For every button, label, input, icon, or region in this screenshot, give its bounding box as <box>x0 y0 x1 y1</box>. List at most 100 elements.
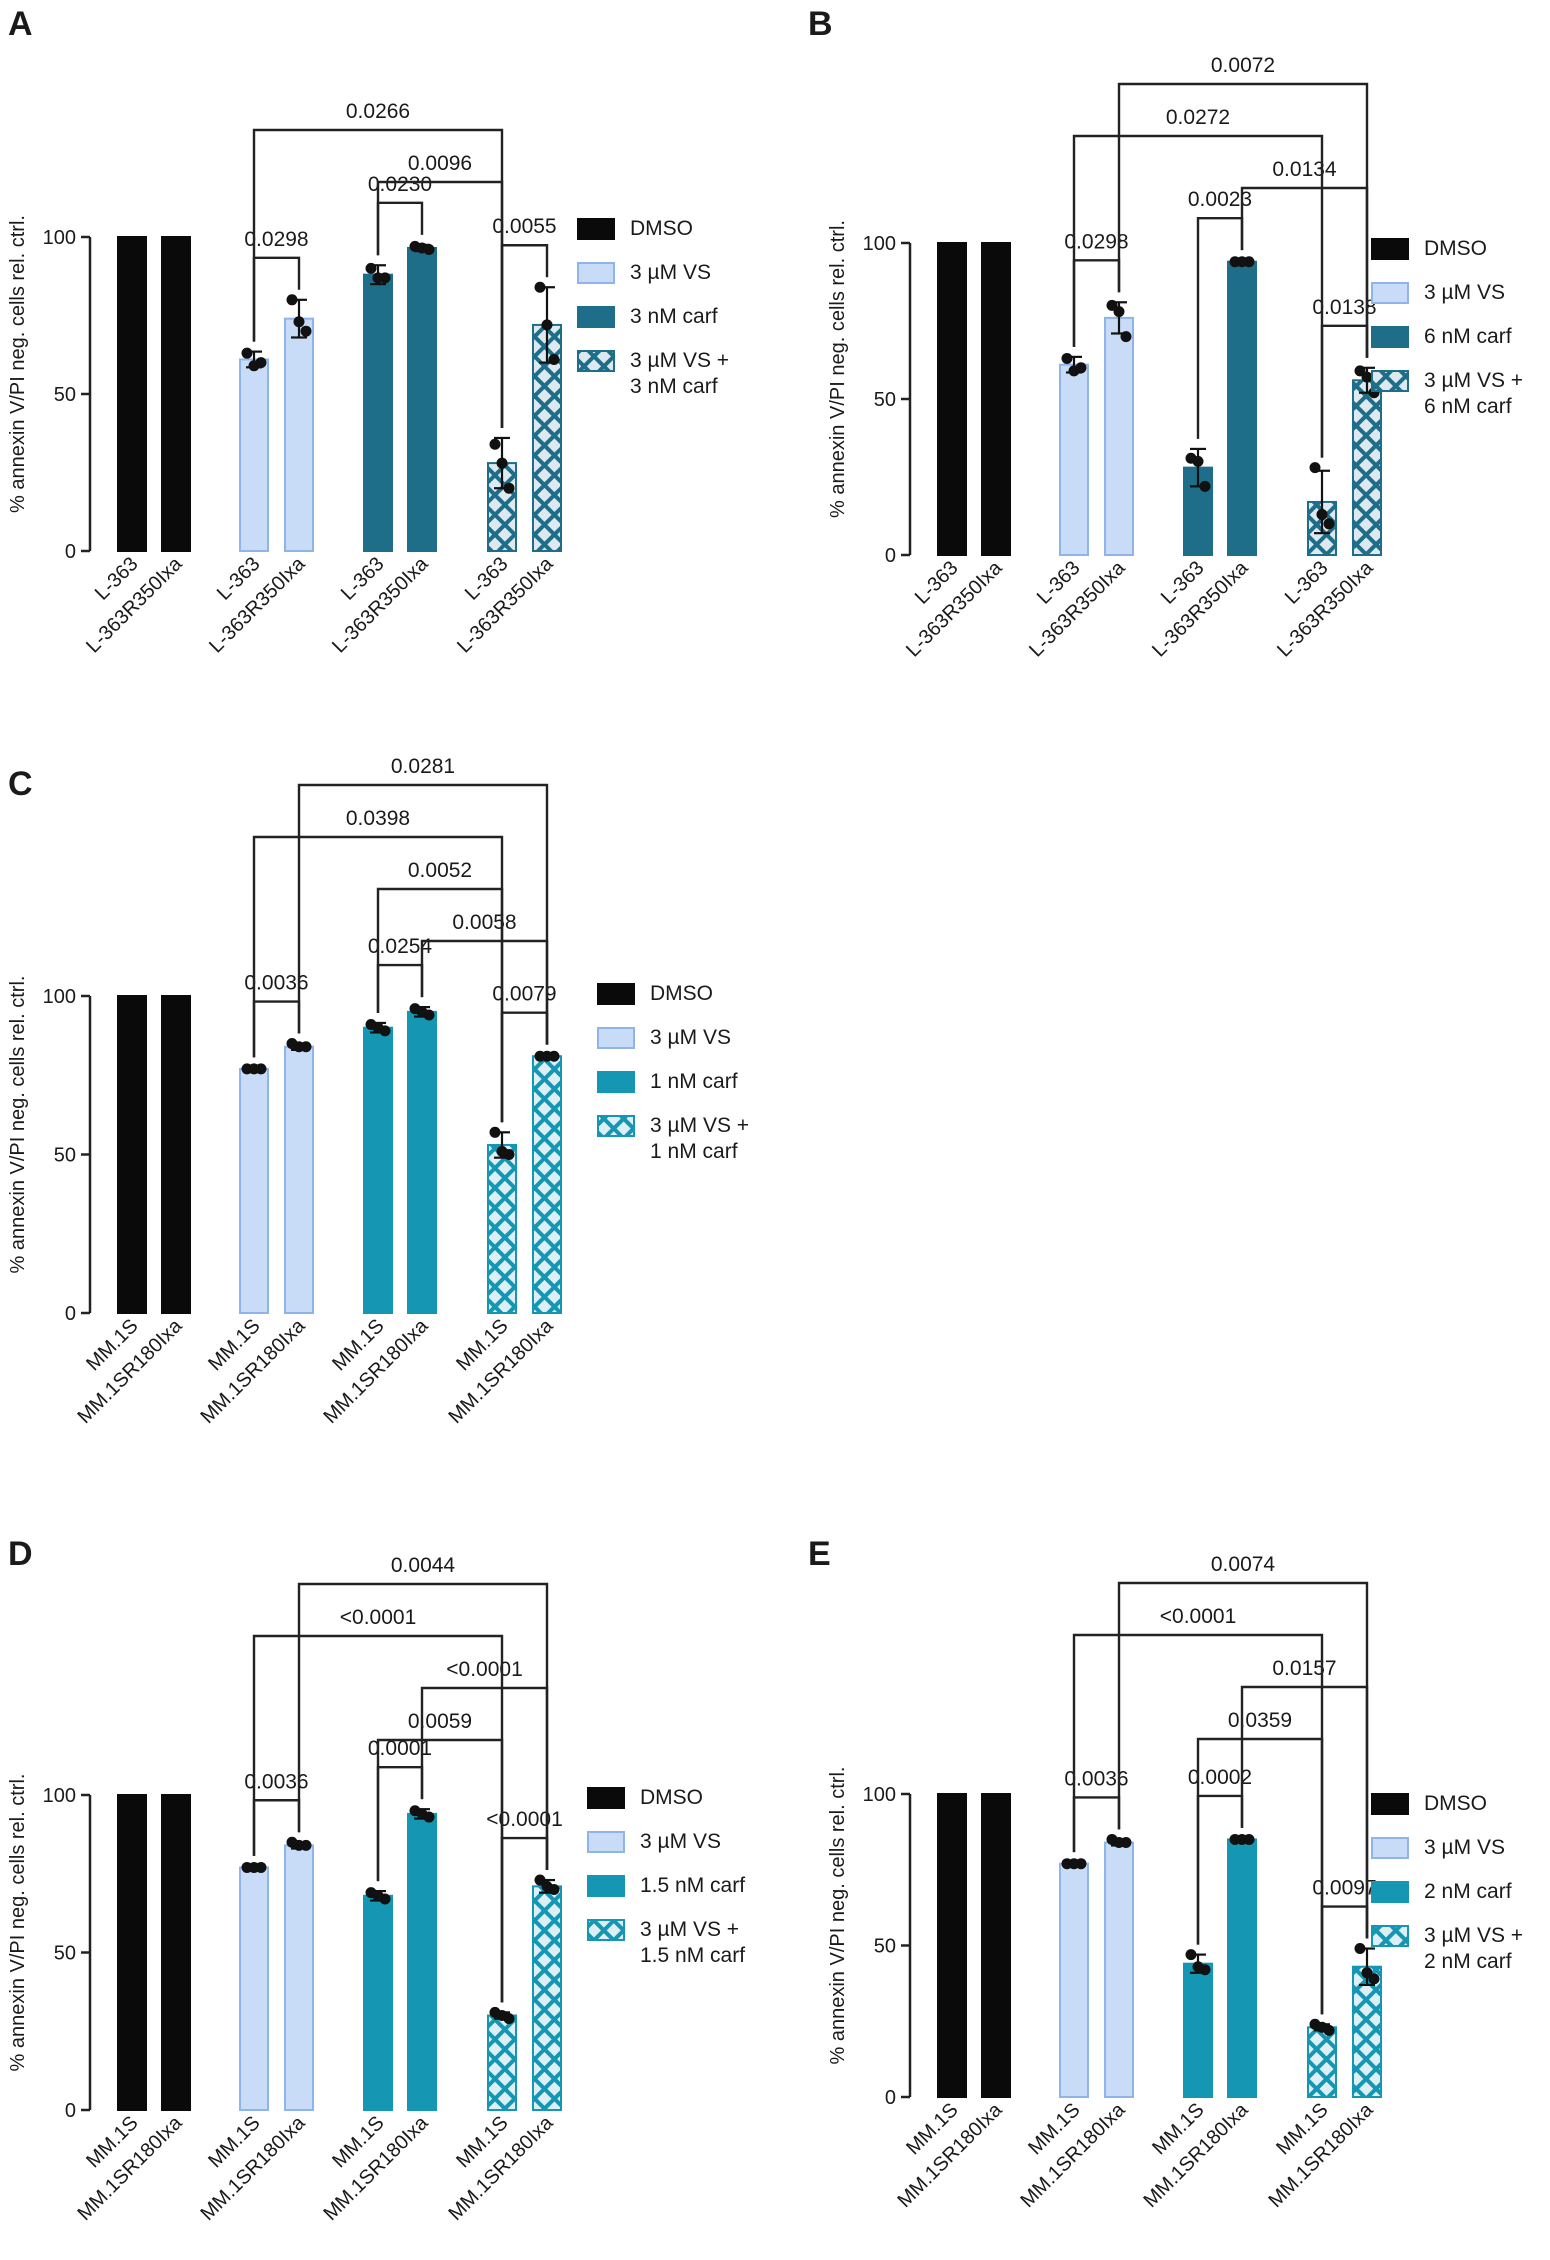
data-point <box>248 1861 260 1873</box>
legend-swatch <box>597 1071 635 1093</box>
data-point <box>293 1839 305 1851</box>
bar-dmso-parental <box>937 242 967 556</box>
p-value-label: 0.0230 <box>368 173 432 196</box>
p-value-label: 0.0059 <box>408 1710 472 1733</box>
bar-vs-parental <box>1059 363 1089 556</box>
bar-dmso-resistant <box>161 236 191 552</box>
p-value-label: 0.0359 <box>1228 1709 1292 1732</box>
significance-bracket <box>1240 186 1369 358</box>
y-axis-label: % annexin V/PI neg. cells rel. ctrl. <box>7 215 29 513</box>
legend-label: 3 µM VS <box>640 1830 721 1853</box>
p-value-label: 0.0398 <box>346 807 410 830</box>
data-point <box>496 457 508 469</box>
legend-label: 3 µM VS <box>650 1026 731 1049</box>
p-value-label: 0.0036 <box>244 972 308 995</box>
bar-vs-resistant <box>1104 316 1134 556</box>
y-axis-label: % annexin V/PI neg. cells rel. ctrl. <box>827 1767 849 2065</box>
p-value-label: 0.0298 <box>244 228 308 251</box>
data-point <box>541 319 553 331</box>
legend-label: 2 nM carf <box>1424 1880 1512 1903</box>
data-point <box>1316 2021 1328 2033</box>
bar-carf-resistant <box>407 1812 437 2112</box>
p-value-label: 0.0002 <box>1188 1766 1252 1789</box>
y-tick-label: 100 <box>863 233 896 255</box>
legend-swatch <box>587 1831 625 1853</box>
legend-label: 1.5 nM carf <box>640 1944 745 1967</box>
legend-swatch <box>1371 1837 1409 1859</box>
p-value-label: 0.0044 <box>391 1554 456 1577</box>
data-point <box>1236 256 1248 268</box>
bar-vs-resistant <box>1104 1841 1134 2098</box>
significance-bracket <box>297 1582 549 1871</box>
bar-carf-dark-resistant <box>1227 260 1257 556</box>
legend-swatch <box>577 350 615 372</box>
data-point <box>1199 480 1211 492</box>
panel-b: B 0 50 100 % annexin V/PI neg. cells rel. ct… <box>808 5 1523 661</box>
y-tick-label: 100 <box>43 1785 76 1807</box>
significance-bracket <box>252 1634 504 2003</box>
data-point <box>489 438 501 450</box>
legend-swatch <box>577 306 615 328</box>
legend-label: 3 µM VS + <box>1424 369 1523 392</box>
bar-dmso-resistant <box>981 242 1011 556</box>
legend-swatch <box>1371 1793 1409 1815</box>
bar-carf-hatch-resistant <box>532 1885 562 2111</box>
data-point <box>496 2010 508 2021</box>
bar-vs-parental <box>239 358 269 552</box>
legend-swatch <box>1371 238 1409 260</box>
p-value-label: <0.0001 <box>1160 1605 1237 1628</box>
p-value-label: 0.0036 <box>1064 1767 1128 1790</box>
bar-vs-parental <box>239 1866 269 2111</box>
legend-label: DMSO <box>1424 1792 1487 1815</box>
panel-letter: A <box>8 5 33 43</box>
panel-letter: D <box>8 1535 33 1573</box>
significance-bracket <box>1117 82 1369 358</box>
bar-carf-dark-resistant <box>407 246 437 553</box>
significance-bracket <box>1072 134 1324 458</box>
bar-dmso-parental <box>117 995 147 1314</box>
data-point <box>548 353 560 365</box>
panel-e: E 0 50 100 % annexin V/PI neg. cells rel. ct… <box>808 1535 1523 2212</box>
legend-label: DMSO <box>640 1786 703 1809</box>
legend-swatch <box>1371 1925 1409 1947</box>
data-point <box>1361 371 1373 383</box>
bar-carf-resistant <box>1227 1838 1257 2098</box>
p-value-label: 0.0058 <box>452 911 516 934</box>
legend-swatch <box>597 1115 635 1137</box>
legend-swatch <box>587 1919 625 1941</box>
bar-vs-resistant <box>284 317 314 553</box>
bar-dmso-parental <box>937 1793 967 2098</box>
bar-dmso-resistant <box>161 1794 191 2111</box>
p-value-label: 0.0298 <box>1064 230 1128 253</box>
legend-label: DMSO <box>650 982 713 1005</box>
y-tick-label: 100 <box>43 986 76 1008</box>
y-tick-label: 50 <box>54 1943 76 1965</box>
data-point <box>1061 352 1073 364</box>
legend-label: 3 nM carf <box>630 375 718 398</box>
bar-vs-resistant <box>284 1844 314 2112</box>
significance-bracket <box>1072 1633 1324 2015</box>
legend-swatch <box>1371 370 1409 392</box>
y-tick-label: 0 <box>65 1303 76 1325</box>
significance-bracket <box>252 835 504 1123</box>
legend-swatch <box>597 1027 635 1049</box>
y-tick-label: 50 <box>54 1145 76 1167</box>
p-value-label: <0.0001 <box>446 1658 523 1681</box>
data-point <box>503 482 515 494</box>
p-value-label: 0.0072 <box>1211 54 1275 77</box>
legend-label: 3 µM VS + <box>640 1918 739 1941</box>
significance-bracket <box>252 128 504 428</box>
bar-dmso-parental <box>117 236 147 552</box>
significance-bracket <box>376 1738 504 2003</box>
legend-label: 3 µM VS + <box>1424 1924 1523 1947</box>
bar-carf-hatch-resistant <box>1352 1965 1382 2098</box>
legend-label: 3 µM VS + <box>650 1114 749 1137</box>
bar-carf-parental <box>1183 1962 1213 2099</box>
bar-vs-parental <box>1059 1862 1089 2098</box>
y-tick-label: 50 <box>54 384 76 406</box>
bar-carf-hatch-resistant <box>532 1055 562 1314</box>
bar-dmso-resistant <box>161 995 191 1314</box>
p-value-label: 0.0281 <box>391 755 455 778</box>
legend-label: DMSO <box>630 217 693 240</box>
p-value-label: 0.0138 <box>1312 296 1376 319</box>
